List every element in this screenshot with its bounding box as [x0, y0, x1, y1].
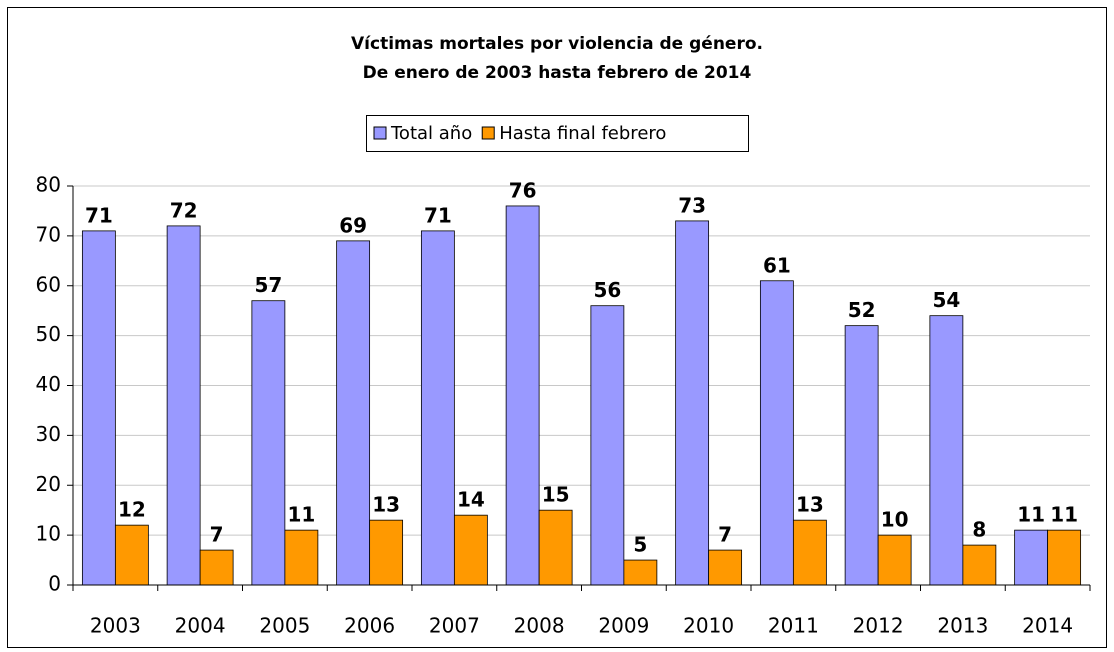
bar: [759, 280, 794, 586]
value-label: 11: [1017, 503, 1045, 527]
bar: [284, 529, 319, 586]
bar: [929, 315, 964, 586]
value-label: 11: [1050, 503, 1078, 527]
value-label: 61: [763, 253, 791, 277]
legend-label: Hasta final febrero: [499, 123, 666, 144]
bar: [877, 534, 912, 586]
bar: [114, 524, 149, 586]
value-label: 15: [542, 483, 570, 507]
chart-title: Víctimas mortales por violencia de géner…: [351, 34, 763, 54]
value-label: 8: [972, 518, 986, 542]
bar: [675, 220, 710, 586]
bar: [453, 514, 488, 586]
value-label: 13: [372, 493, 400, 517]
y-tick-label: 50: [36, 322, 61, 346]
bar: [1014, 529, 1049, 586]
legend-label: Total año: [390, 123, 472, 144]
y-tick-label: 10: [36, 522, 61, 546]
bar: [505, 205, 540, 586]
chart-subtitle: De enero de 2003 hasta febrero de 2014: [363, 63, 752, 83]
y-tick-label: 20: [36, 472, 61, 496]
x-tick-label: 2008: [514, 614, 565, 638]
x-tick-label: 2014: [1022, 614, 1073, 638]
x-tick-label: 2003: [90, 614, 141, 638]
legend-swatch: [481, 126, 495, 140]
x-tick-label: 2012: [853, 614, 904, 638]
bar: [1047, 529, 1082, 586]
x-tick-label: 2004: [175, 614, 226, 638]
x-tick-label: 2007: [429, 614, 480, 638]
bar: [623, 559, 658, 586]
value-label: 7: [718, 523, 732, 547]
x-tick-label: 2006: [344, 614, 395, 638]
value-label: 12: [118, 498, 146, 522]
bar: [708, 549, 743, 586]
value-label: 71: [85, 203, 113, 227]
bar: [199, 549, 234, 586]
x-tick-label: 2009: [598, 614, 649, 638]
y-tick-label: 0: [48, 572, 61, 596]
y-tick-label: 60: [36, 272, 61, 296]
legend-swatch: [373, 126, 387, 140]
value-label: 71: [424, 203, 452, 227]
value-label: 5: [633, 533, 647, 557]
legend-box: [366, 115, 749, 152]
bar: [166, 225, 201, 586]
bar: [420, 230, 455, 586]
y-tick-label: 30: [36, 422, 61, 446]
x-tick-label: 2013: [937, 614, 988, 638]
x-tick-label: 2010: [683, 614, 734, 638]
value-label: 69: [339, 213, 367, 237]
value-label: 11: [287, 503, 315, 527]
bar: [251, 300, 286, 586]
value-label: 14: [457, 488, 485, 512]
value-label: 54: [932, 288, 960, 312]
value-label: 13: [796, 493, 824, 517]
bar: [538, 509, 573, 586]
value-label: 56: [593, 278, 621, 302]
y-tick-label: 80: [36, 173, 61, 197]
bar: [590, 305, 625, 586]
bar: [369, 519, 404, 586]
value-label: 7: [210, 523, 224, 547]
x-tick-label: 2005: [259, 614, 310, 638]
value-label: 76: [509, 178, 537, 202]
bar: [336, 240, 371, 586]
bar: [844, 325, 879, 586]
bar: [962, 544, 997, 586]
x-tick-label: 2011: [768, 614, 819, 638]
value-label: 10: [881, 508, 909, 532]
value-label: 52: [848, 298, 876, 322]
bar: [792, 519, 827, 586]
value-label: 72: [170, 198, 198, 222]
value-label: 57: [254, 273, 282, 297]
y-tick-label: 40: [36, 372, 61, 396]
bar: [81, 230, 116, 586]
y-tick-label: 70: [36, 222, 61, 246]
value-label: 73: [678, 193, 706, 217]
